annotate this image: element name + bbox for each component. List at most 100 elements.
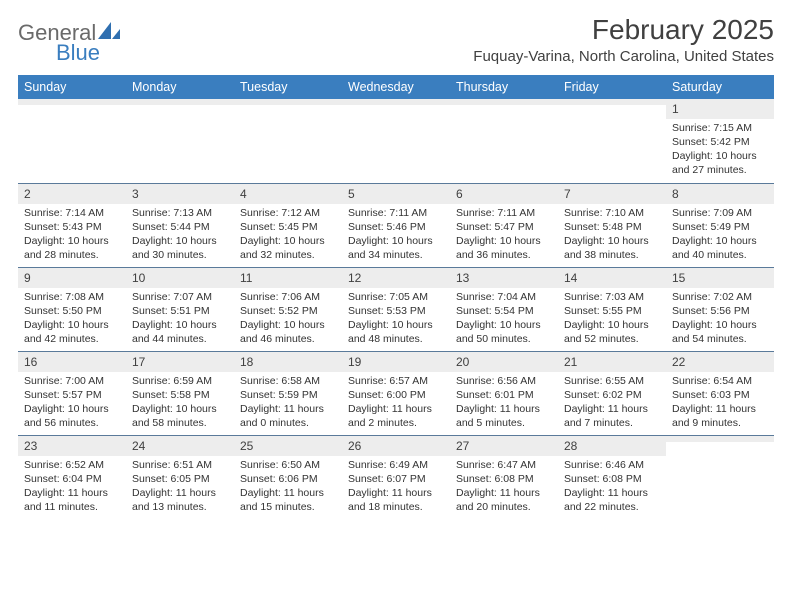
day-details: Sunrise: 6:54 AMSunset: 6:03 PMDaylight:… [666, 372, 774, 434]
day-details [666, 442, 774, 449]
day-cell [558, 99, 666, 183]
day-number: 13 [450, 267, 558, 288]
calendar-page: General Blue February 2025 Fuquay-Varina… [0, 0, 792, 529]
calendar-week: 9Sunrise: 7:08 AMSunset: 5:50 PMDaylight… [18, 267, 774, 351]
day-number: 24 [126, 435, 234, 456]
day-cell [666, 435, 774, 519]
day-cell: 27Sunrise: 6:47 AMSunset: 6:08 PMDayligh… [450, 435, 558, 519]
dow-wednesday: Wednesday [342, 75, 450, 99]
sunrise-text: Sunrise: 7:15 AM [672, 122, 768, 136]
day-number: 21 [558, 351, 666, 372]
day-cell: 21Sunrise: 6:55 AMSunset: 6:02 PMDayligh… [558, 351, 666, 435]
day-details: Sunrise: 7:07 AMSunset: 5:51 PMDaylight:… [126, 288, 234, 350]
dow-saturday: Saturday [666, 75, 774, 99]
daylight-text: Daylight: 11 hours and 5 minutes. [456, 403, 552, 431]
day-cell: 25Sunrise: 6:50 AMSunset: 6:06 PMDayligh… [234, 435, 342, 519]
day-details: Sunrise: 6:50 AMSunset: 6:06 PMDaylight:… [234, 456, 342, 518]
sunset-text: Sunset: 5:49 PM [672, 221, 768, 235]
day-cell [234, 99, 342, 183]
day-cell: 9Sunrise: 7:08 AMSunset: 5:50 PMDaylight… [18, 267, 126, 351]
daylight-text: Daylight: 10 hours and 40 minutes. [672, 235, 768, 263]
daylight-text: Daylight: 10 hours and 42 minutes. [24, 319, 120, 347]
day-cell: 18Sunrise: 6:58 AMSunset: 5:59 PMDayligh… [234, 351, 342, 435]
day-details: Sunrise: 7:15 AMSunset: 5:42 PMDaylight:… [666, 119, 774, 181]
brand-part2: Blue [56, 40, 100, 66]
day-number: 5 [342, 183, 450, 204]
daylight-text: Daylight: 11 hours and 9 minutes. [672, 403, 768, 431]
day-details: Sunrise: 6:55 AMSunset: 6:02 PMDaylight:… [558, 372, 666, 434]
sunset-text: Sunset: 5:48 PM [564, 221, 660, 235]
sunrise-text: Sunrise: 7:13 AM [132, 207, 228, 221]
daylight-text: Daylight: 11 hours and 2 minutes. [348, 403, 444, 431]
calendar-week: 23Sunrise: 6:52 AMSunset: 6:04 PMDayligh… [18, 435, 774, 519]
day-number: 10 [126, 267, 234, 288]
day-cell: 19Sunrise: 6:57 AMSunset: 6:00 PMDayligh… [342, 351, 450, 435]
sunrise-text: Sunrise: 6:49 AM [348, 459, 444, 473]
month-title: February 2025 [473, 14, 774, 46]
sunset-text: Sunset: 6:01 PM [456, 389, 552, 403]
day-number: 26 [342, 435, 450, 456]
day-cell: 8Sunrise: 7:09 AMSunset: 5:49 PMDaylight… [666, 183, 774, 267]
day-details [450, 105, 558, 112]
day-number: 7 [558, 183, 666, 204]
day-number: 1 [666, 99, 774, 119]
sunset-text: Sunset: 6:02 PM [564, 389, 660, 403]
sunset-text: Sunset: 5:58 PM [132, 389, 228, 403]
day-details: Sunrise: 6:57 AMSunset: 6:00 PMDaylight:… [342, 372, 450, 434]
day-details: Sunrise: 7:02 AMSunset: 5:56 PMDaylight:… [666, 288, 774, 350]
sunset-text: Sunset: 5:44 PM [132, 221, 228, 235]
day-details: Sunrise: 7:12 AMSunset: 5:45 PMDaylight:… [234, 204, 342, 266]
sunrise-text: Sunrise: 7:04 AM [456, 291, 552, 305]
day-cell: 26Sunrise: 6:49 AMSunset: 6:07 PMDayligh… [342, 435, 450, 519]
sunset-text: Sunset: 5:47 PM [456, 221, 552, 235]
sunset-text: Sunset: 6:08 PM [456, 473, 552, 487]
day-cell: 17Sunrise: 6:59 AMSunset: 5:58 PMDayligh… [126, 351, 234, 435]
day-cell: 4Sunrise: 7:12 AMSunset: 5:45 PMDaylight… [234, 183, 342, 267]
day-details [234, 105, 342, 112]
sunrise-text: Sunrise: 6:59 AM [132, 375, 228, 389]
day-cell: 14Sunrise: 7:03 AMSunset: 5:55 PMDayligh… [558, 267, 666, 351]
day-details: Sunrise: 7:04 AMSunset: 5:54 PMDaylight:… [450, 288, 558, 350]
sunset-text: Sunset: 6:03 PM [672, 389, 768, 403]
day-cell: 22Sunrise: 6:54 AMSunset: 6:03 PMDayligh… [666, 351, 774, 435]
sunset-text: Sunset: 6:08 PM [564, 473, 660, 487]
day-number: 4 [234, 183, 342, 204]
day-number: 23 [18, 435, 126, 456]
sunset-text: Sunset: 5:54 PM [456, 305, 552, 319]
daylight-text: Daylight: 10 hours and 38 minutes. [564, 235, 660, 263]
sunset-text: Sunset: 6:06 PM [240, 473, 336, 487]
sunset-text: Sunset: 5:50 PM [24, 305, 120, 319]
day-number: 17 [126, 351, 234, 372]
day-cell: 24Sunrise: 6:51 AMSunset: 6:05 PMDayligh… [126, 435, 234, 519]
day-number: 16 [18, 351, 126, 372]
day-details: Sunrise: 7:13 AMSunset: 5:44 PMDaylight:… [126, 204, 234, 266]
day-number: 28 [558, 435, 666, 456]
daylight-text: Daylight: 10 hours and 28 minutes. [24, 235, 120, 263]
day-number [666, 435, 774, 442]
sunrise-text: Sunrise: 6:58 AM [240, 375, 336, 389]
day-details: Sunrise: 6:58 AMSunset: 5:59 PMDaylight:… [234, 372, 342, 434]
day-details [18, 105, 126, 112]
sunset-text: Sunset: 5:56 PM [672, 305, 768, 319]
day-cell [126, 99, 234, 183]
daylight-text: Daylight: 10 hours and 48 minutes. [348, 319, 444, 347]
day-number: 15 [666, 267, 774, 288]
daylight-text: Daylight: 11 hours and 11 minutes. [24, 487, 120, 515]
day-details: Sunrise: 6:59 AMSunset: 5:58 PMDaylight:… [126, 372, 234, 434]
sunrise-text: Sunrise: 7:09 AM [672, 207, 768, 221]
calendar-grid: Sunday Monday Tuesday Wednesday Thursday… [18, 75, 774, 519]
day-details: Sunrise: 6:47 AMSunset: 6:08 PMDaylight:… [450, 456, 558, 518]
sunrise-text: Sunrise: 6:56 AM [456, 375, 552, 389]
day-number: 3 [126, 183, 234, 204]
sunset-text: Sunset: 5:51 PM [132, 305, 228, 319]
day-details: Sunrise: 7:11 AMSunset: 5:47 PMDaylight:… [450, 204, 558, 266]
day-number: 6 [450, 183, 558, 204]
day-number: 19 [342, 351, 450, 372]
location-subtitle: Fuquay-Varina, North Carolina, United St… [473, 48, 774, 65]
day-cell: 3Sunrise: 7:13 AMSunset: 5:44 PMDaylight… [126, 183, 234, 267]
day-cell: 11Sunrise: 7:06 AMSunset: 5:52 PMDayligh… [234, 267, 342, 351]
sunrise-text: Sunrise: 6:47 AM [456, 459, 552, 473]
dow-header-row: Sunday Monday Tuesday Wednesday Thursday… [18, 75, 774, 99]
sunset-text: Sunset: 5:53 PM [348, 305, 444, 319]
daylight-text: Daylight: 10 hours and 36 minutes. [456, 235, 552, 263]
